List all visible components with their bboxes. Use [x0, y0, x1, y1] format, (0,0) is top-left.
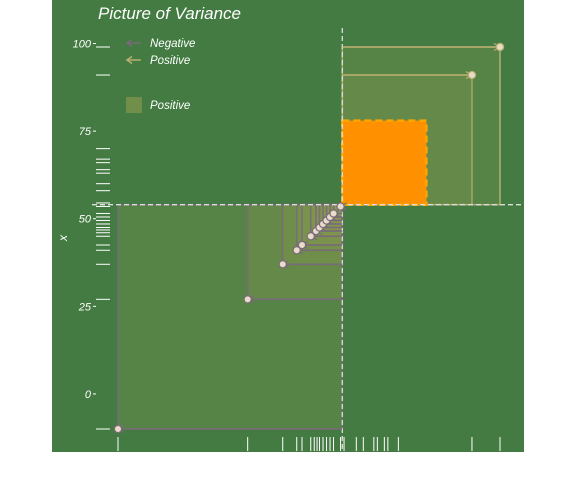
data-point-1 [243, 295, 252, 304]
x-tick-label-0: 0 [150, 455, 157, 467]
legend-arrowhead-positive [125, 55, 133, 65]
data-point-14 [495, 42, 505, 52]
data-point-2 [278, 260, 287, 269]
highlight-square [341, 119, 428, 206]
data-points [113, 42, 505, 434]
legend-label-fill: Positive [150, 100, 190, 112]
chart-caption: Statistical Visualization: Gina Reynolds… [252, 486, 518, 498]
axis-ticks: 0 25 50 75 100 0 25 50 75 100 [73, 38, 514, 467]
data-point-5 [306, 232, 315, 241]
y-tick-label-0: 0 [85, 389, 92, 401]
y-tick-label-4: 100 [73, 38, 92, 50]
legend-label-positive: Positive [150, 55, 190, 67]
data-point-3 [292, 246, 301, 255]
data-point-13 [467, 70, 477, 80]
data-point-11 [329, 209, 338, 218]
data-point-12 [336, 202, 345, 211]
chart-title: Picture of Variance [98, 4, 241, 23]
legend-fill-swatch [126, 97, 142, 113]
x-tick-label-2: 50 [322, 455, 335, 467]
rug-marks [96, 46, 501, 451]
data-point-0 [113, 424, 123, 434]
data-point-4 [297, 240, 307, 250]
legend-label-negative: Negative [150, 38, 195, 50]
x-tick-label-3: 75 [410, 455, 423, 467]
y-tick-label-3: 75 [79, 126, 92, 138]
mean-lines [92, 28, 524, 452]
x-tick-label-4: 100 [494, 455, 513, 467]
legend: Negative Positive Positive [125, 38, 195, 113]
x-axis-label: x [305, 468, 313, 482]
y-tick-label-2: 50 [79, 214, 92, 226]
x-tick-label-1: 25 [234, 455, 248, 467]
legend-arrowhead-negative [125, 38, 133, 48]
deviation-squares [52, 0, 524, 452]
highlight-square-group [341, 119, 428, 206]
y-axis-label: x [56, 234, 70, 242]
y-tick-label-1: 25 [78, 301, 92, 313]
